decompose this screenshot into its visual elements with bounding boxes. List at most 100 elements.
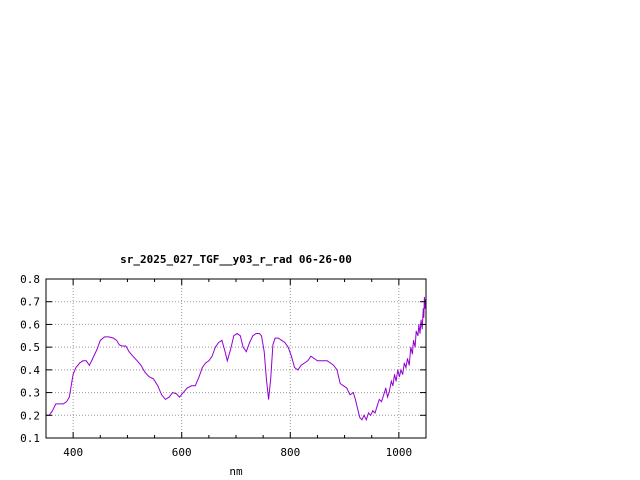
data-point	[424, 296, 425, 298]
series-layer	[45, 296, 427, 422]
data-point	[268, 399, 269, 400]
data-point	[304, 362, 305, 364]
data-point	[326, 360, 328, 362]
data-point	[136, 360, 138, 362]
data-point	[383, 394, 385, 396]
data-point	[281, 339, 282, 341]
data-point	[424, 308, 426, 309]
data-point	[374, 412, 376, 414]
x-tick-label: 800	[280, 446, 300, 459]
tick-marks	[45, 278, 427, 439]
data-point	[258, 333, 260, 334]
data-point	[59, 403, 60, 405]
data-point	[66, 401, 67, 403]
data-point	[208, 360, 210, 362]
data-point	[218, 342, 220, 343]
data-point	[172, 392, 173, 393]
data-point	[395, 380, 397, 382]
y-tick-label: 0.6	[20, 318, 40, 331]
data-point	[320, 360, 322, 362]
data-point	[63, 403, 64, 405]
data-point	[376, 405, 378, 407]
data-point	[413, 339, 414, 341]
data-point	[108, 336, 110, 338]
data-point	[399, 376, 400, 378]
data-point	[79, 362, 81, 364]
data-point	[263, 351, 265, 353]
data-point	[194, 385, 196, 387]
x-axis-label: nm	[229, 465, 243, 478]
data-point	[323, 360, 325, 362]
data-point	[402, 374, 404, 375]
data-point	[343, 385, 344, 387]
data-point	[215, 346, 216, 348]
data-point	[357, 410, 359, 412]
data-point	[274, 337, 276, 339]
data-point	[390, 380, 392, 382]
data-point	[284, 342, 286, 343]
data-point	[313, 358, 315, 359]
data-point	[224, 351, 226, 353]
data-point	[230, 349, 232, 350]
data-point	[410, 346, 412, 348]
y-tick-label: 0.4	[20, 364, 40, 377]
y-tick-label: 0.8	[20, 273, 40, 286]
data-point	[336, 369, 338, 371]
data-point	[182, 392, 184, 393]
data-point	[148, 376, 150, 378]
data-point	[368, 412, 369, 414]
data-point	[226, 360, 228, 362]
data-point	[121, 345, 123, 347]
data-point	[165, 399, 166, 400]
data-point	[381, 401, 382, 403]
data-point	[140, 364, 142, 366]
data-point	[405, 367, 407, 368]
data-point	[421, 328, 423, 330]
data-point	[297, 369, 299, 371]
data-point	[423, 317, 425, 318]
data-point	[221, 339, 223, 341]
data-point	[96, 349, 98, 350]
data-point	[255, 333, 257, 334]
data-point	[272, 344, 274, 346]
data-point	[277, 337, 279, 339]
data-point	[408, 364, 410, 366]
data-point	[397, 369, 399, 371]
data-point	[186, 387, 188, 389]
data-point	[387, 396, 388, 398]
data-point	[339, 383, 341, 384]
y-tick-label: 0.1	[20, 432, 40, 445]
data-point	[52, 410, 53, 412]
y-tick-label: 0.2	[20, 409, 40, 422]
data-point	[355, 399, 356, 400]
data-point	[330, 362, 331, 364]
data-point	[175, 393, 177, 395]
data-point	[422, 308, 424, 309]
data-point	[333, 364, 335, 366]
data-point	[419, 333, 421, 334]
data-point	[236, 333, 238, 334]
data-point	[359, 417, 361, 418]
data-point	[291, 355, 292, 357]
data-point	[153, 378, 154, 380]
data-point	[68, 396, 70, 398]
data-point	[168, 396, 170, 398]
data-point	[412, 353, 413, 355]
data-point	[99, 339, 101, 341]
data-point	[144, 371, 146, 373]
data-point	[361, 419, 363, 421]
data-point	[128, 351, 130, 353]
data-point	[417, 335, 419, 337]
data-point	[55, 403, 57, 405]
data-point	[372, 410, 374, 412]
data-point	[261, 335, 262, 337]
data-point	[242, 346, 244, 348]
y-tick-label: 0.3	[20, 387, 40, 400]
data-point	[118, 344, 120, 346]
data-point	[300, 364, 302, 366]
x-tick-label: 400	[63, 446, 83, 459]
x-tick-label: 600	[172, 446, 192, 459]
data-point	[116, 339, 117, 341]
data-point	[310, 355, 312, 357]
